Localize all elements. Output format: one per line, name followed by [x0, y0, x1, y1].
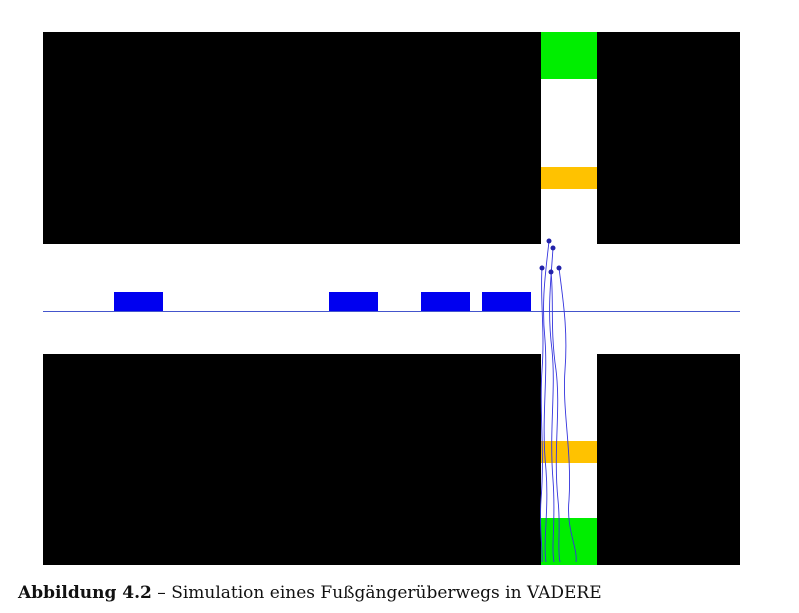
figure-label: Abbildung 4.2	[18, 583, 152, 603]
obstacle-upper-right	[597, 32, 740, 244]
source-bottom	[541, 518, 597, 565]
target-upper	[541, 167, 597, 189]
figure-caption: Abbildung 4.2 – Simulation eines Fußgäng…	[18, 583, 602, 603]
caption-text: Simulation eines Fußgängerüberwegs in VA…	[171, 583, 602, 603]
vehicle	[114, 292, 163, 311]
simulation-scene	[43, 32, 740, 565]
obstacle-lower-right	[597, 354, 740, 565]
pedestrian	[556, 265, 562, 271]
obstacle-lower-left	[43, 354, 541, 565]
vehicle	[329, 292, 378, 311]
pedestrian	[550, 245, 556, 251]
pedestrian	[546, 238, 552, 244]
vehicle	[421, 292, 470, 311]
pedestrian-trajectory	[558, 267, 577, 563]
pedestrian	[548, 269, 554, 275]
target-lower	[541, 441, 597, 463]
caption-separator: –	[151, 583, 172, 603]
obstacle-upper-left	[43, 32, 541, 244]
pedestrian-trajectory	[550, 271, 561, 563]
pedestrian	[539, 265, 545, 271]
vehicle	[482, 292, 531, 311]
pedestrian-trajectory	[549, 247, 555, 563]
pedestrian-trajectory	[540, 267, 544, 563]
source-top	[541, 32, 597, 79]
pedestrian-trajectory	[543, 240, 550, 563]
